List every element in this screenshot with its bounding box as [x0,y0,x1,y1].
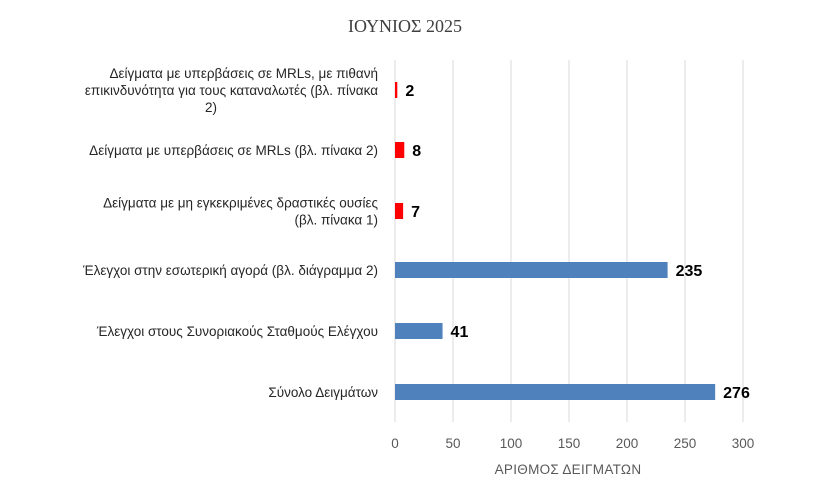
x-tick-label: 50 [445,436,460,451]
data-label: 2 [405,83,414,100]
x-tick-label: 200 [616,436,639,451]
x-axis-label: ΑΡΙΘΜΟΣ ΔΕΙΓΜΑΤΩΝ [495,462,642,477]
x-axis-ticks: 0 50 100 150 200 250 300 [391,436,754,451]
data-label: 8 [412,143,421,160]
x-tick-label: 0 [391,436,399,451]
data-label: 41 [451,324,469,341]
bar [395,384,716,400]
category-label: επικινδυνότητα για τους καταναλωτές (βλ.… [85,83,378,98]
category-label: Έλεγχοι στους Συνοριακούς Σταθμούς Ελέγχ… [96,324,378,339]
x-tick-label: 250 [674,436,697,451]
gridlines [394,60,744,422]
category-labels: Δείγματα με υπερβάσεις σε MRLs, με πιθαν… [82,66,378,400]
x-tick-label: 150 [558,436,581,451]
bar [395,323,443,339]
data-label: 7 [411,204,420,221]
bar [395,203,404,219]
category-label: Δείγματα με υπερβάσεις σε MRLs, με πιθαν… [110,66,378,81]
data-label: 235 [676,263,703,280]
category-label: Σύνολο Δειγμάτων [268,385,378,400]
bar [395,262,668,278]
x-tick-label: 300 [732,436,755,451]
category-label: Δείγματα με μη εγκεκριμένες δραστικές ου… [103,196,378,211]
category-label: (βλ. πίνακα 1) [294,213,378,228]
bar [395,82,398,98]
bars [395,82,716,400]
chart-title: ΙΟΥΝΙΟΣ 2025 [348,16,462,36]
category-label: Έλεγχοι στην εσωτερική αγορά (βλ. διάγρα… [82,263,378,278]
data-label: 276 [723,385,750,402]
x-tick-label: 100 [500,436,523,451]
category-label: Δείγματα με υπερβάσεις σε MRLs (βλ. πίνα… [89,143,378,158]
data-labels: 2 8 7 235 41 276 [405,83,750,402]
bar [395,142,405,158]
category-label: 2) [205,100,217,115]
